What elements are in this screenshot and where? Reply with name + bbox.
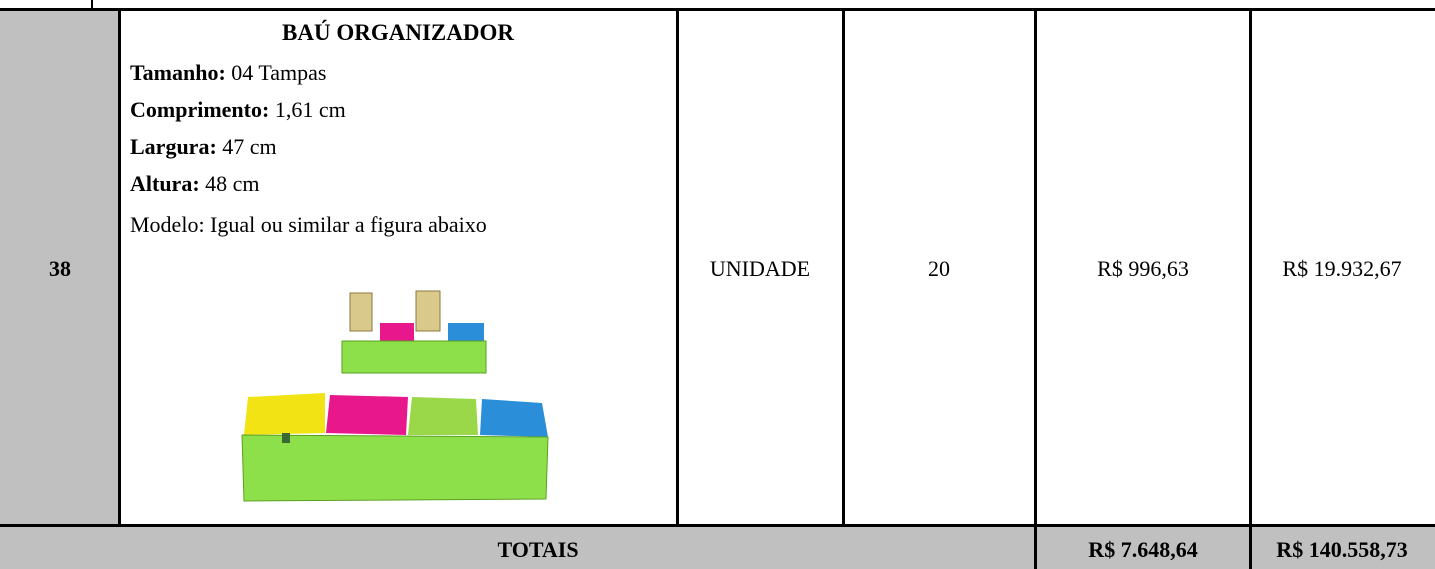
spec: Altura: 48 cm [130, 171, 260, 197]
lid [326, 395, 408, 435]
spec: Comprimento: 1,61 cm [130, 97, 346, 123]
large-box [241, 393, 549, 502]
total-price: R$ 19.932,67 [1282, 256, 1402, 281]
latch [282, 433, 290, 443]
item-cell [0, 8, 121, 527]
unit: UNIDADE [709, 256, 811, 281]
lid [480, 399, 548, 437]
lid [408, 397, 478, 435]
spec: Tamanho: 04 Tampas [130, 60, 327, 86]
totals-label: TOTAIS [497, 537, 579, 562]
spec-label: Comprimento: [130, 97, 270, 122]
border [676, 8, 679, 527]
item-title: BAÚ ORGANIZADOR [282, 20, 514, 45]
lid-open [415, 290, 441, 332]
totals-total-price: R$ 140.558,73 [1276, 537, 1408, 562]
border [1249, 8, 1252, 569]
quantity: 20 [928, 256, 950, 281]
spec-value: 47 cm [222, 134, 277, 159]
spec-label: Altura: [130, 171, 200, 196]
unit-price: R$ 996,63 [1097, 256, 1189, 281]
item-number: 38 [49, 256, 71, 281]
box-body [341, 340, 487, 374]
top-stub-line [91, 0, 93, 10]
border [1034, 8, 1037, 569]
lid [244, 393, 325, 435]
spec-value: 48 cm [205, 171, 260, 196]
border [118, 8, 121, 527]
spec-value: 1,61 cm [274, 97, 346, 122]
product-image [241, 290, 549, 502]
border [842, 8, 845, 527]
spec: Largura: 47 cm [130, 134, 277, 160]
model-text: Modelo: Igual ou similar a figura abaixo [130, 212, 487, 237]
small-box [341, 290, 487, 374]
totals-row [0, 524, 1435, 569]
border [0, 8, 1435, 11]
totals-unit-price: R$ 7.648,64 [1088, 537, 1198, 562]
spec-label: Largura: [130, 134, 217, 159]
spec-label: Tamanho: [130, 60, 226, 85]
box-body [241, 434, 549, 502]
lid-open [349, 292, 373, 332]
border [0, 524, 1435, 527]
spec-value: 04 Tampas [231, 60, 327, 85]
lid [380, 323, 414, 343]
lid [448, 323, 484, 343]
